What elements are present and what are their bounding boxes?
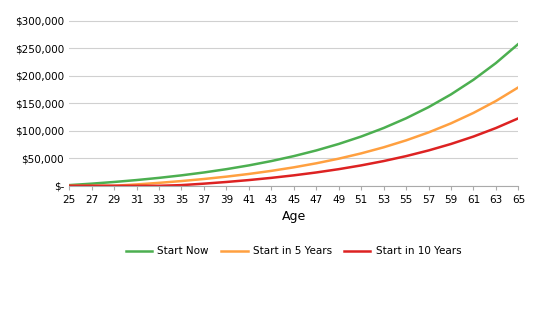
Start in 5 Years: [89, 184, 95, 188]
Start Now: [291, 154, 297, 158]
Start Now: [470, 78, 477, 82]
Start Now: [156, 176, 162, 180]
Start Now: [515, 42, 522, 46]
Start in 5 Years: [268, 169, 274, 173]
Start in 10 Years: [178, 183, 185, 187]
Start Now: [313, 149, 320, 152]
Start Now: [111, 180, 117, 184]
Start in 10 Years: [358, 163, 365, 167]
Start Now: [246, 163, 252, 167]
Start in 5 Years: [246, 172, 252, 176]
Start in 5 Years: [358, 152, 365, 155]
Start in 5 Years: [156, 181, 162, 185]
Legend: Start Now, Start in 5 Years, Start in 10 Years: Start Now, Start in 5 Years, Start in 10…: [122, 242, 465, 261]
Start in 10 Years: [246, 178, 252, 182]
Start in 10 Years: [313, 171, 320, 174]
Start in 5 Years: [448, 121, 454, 125]
Start in 10 Years: [335, 167, 342, 171]
Start Now: [335, 142, 342, 146]
Start in 10 Years: [515, 116, 522, 120]
Start in 5 Years: [335, 157, 342, 161]
Start in 5 Years: [178, 179, 185, 183]
Start in 5 Years: [291, 165, 297, 169]
Start in 10 Years: [223, 180, 230, 184]
Start Now: [403, 116, 409, 120]
Start in 5 Years: [201, 177, 207, 181]
Start in 10 Years: [448, 142, 454, 146]
Start in 10 Years: [156, 184, 162, 188]
Start in 10 Years: [111, 184, 117, 188]
Line: Start in 5 Years: Start in 5 Years: [69, 87, 518, 186]
Start Now: [448, 93, 454, 96]
Line: Start Now: Start Now: [69, 44, 518, 185]
Start in 10 Years: [426, 149, 432, 152]
Start in 10 Years: [268, 176, 274, 180]
Start in 5 Years: [313, 161, 320, 165]
Start in 10 Years: [403, 154, 409, 158]
Start Now: [178, 173, 185, 177]
Start in 5 Years: [66, 184, 72, 188]
Start in 5 Years: [515, 85, 522, 89]
Start in 5 Years: [133, 183, 140, 186]
Start Now: [89, 182, 95, 186]
Start in 5 Years: [426, 130, 432, 134]
X-axis label: Age: Age: [282, 210, 306, 223]
Start in 10 Years: [201, 182, 207, 186]
Start in 5 Years: [380, 145, 387, 149]
Start Now: [380, 126, 387, 130]
Start in 5 Years: [111, 184, 117, 188]
Start Now: [268, 159, 274, 163]
Start in 10 Years: [291, 173, 297, 177]
Start in 10 Years: [380, 159, 387, 163]
Start in 5 Years: [403, 139, 409, 142]
Start in 10 Years: [470, 135, 477, 139]
Start Now: [492, 61, 499, 65]
Start in 5 Years: [492, 99, 499, 103]
Line: Start in 10 Years: Start in 10 Years: [69, 118, 518, 186]
Start in 10 Years: [89, 184, 95, 188]
Start in 10 Years: [66, 184, 72, 188]
Start Now: [223, 167, 230, 171]
Start in 5 Years: [223, 175, 230, 178]
Start in 5 Years: [470, 111, 477, 115]
Start in 10 Years: [492, 126, 499, 130]
Start in 10 Years: [133, 184, 140, 188]
Start Now: [358, 135, 365, 139]
Start Now: [133, 178, 140, 182]
Start Now: [66, 183, 72, 187]
Start Now: [426, 105, 432, 109]
Start Now: [201, 171, 207, 174]
